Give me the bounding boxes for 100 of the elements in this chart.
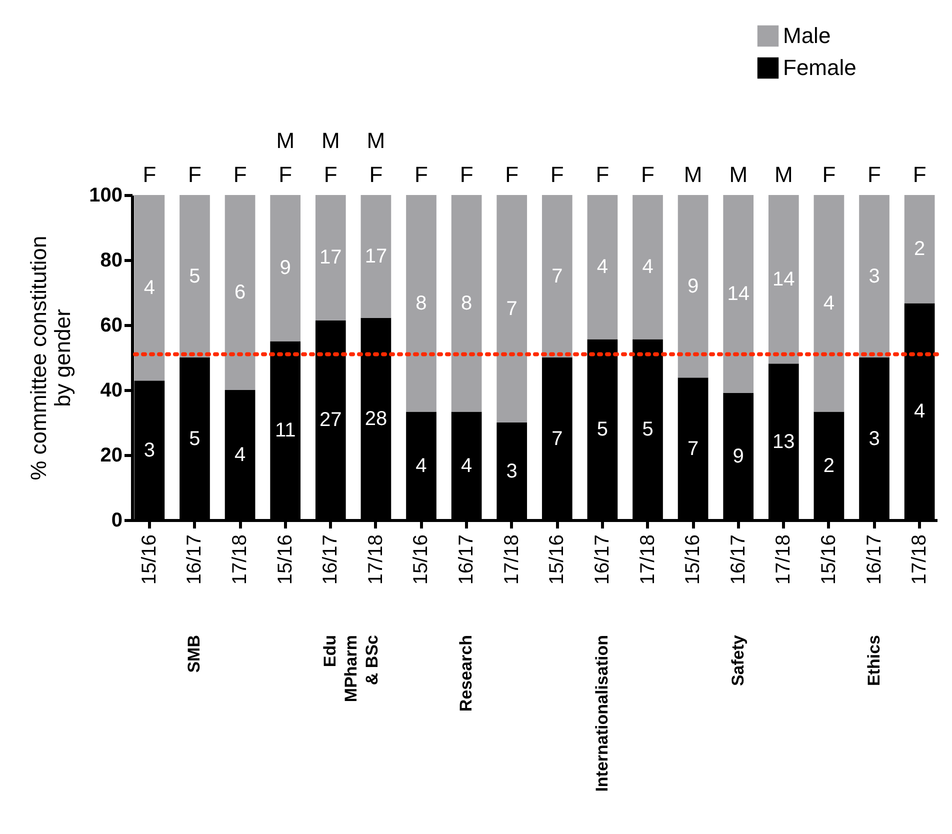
x-tick-label: 17/18 — [772, 534, 795, 585]
legend-label: Male — [783, 23, 831, 48]
bar — [542, 195, 572, 358]
annotation: 3 — [868, 428, 880, 450]
annotation: 4 — [596, 256, 608, 278]
bar — [632, 195, 663, 340]
bar — [451, 195, 482, 412]
text: F — [460, 162, 474, 187]
annotation: 3 — [506, 460, 518, 482]
bar — [270, 195, 301, 342]
text: F — [414, 162, 428, 187]
legend-label: Female — [783, 55, 856, 80]
x-tick-label: 15/16 — [274, 534, 296, 585]
annotation: 4 — [823, 292, 835, 314]
bar — [406, 195, 436, 412]
annotation: 3 — [144, 439, 156, 462]
x-tick-label: 15/16 — [410, 534, 432, 585]
annotation: 5 — [642, 418, 654, 441]
annotation: 28 — [364, 408, 388, 430]
annotation: 4 — [144, 276, 156, 299]
text: M — [684, 162, 702, 187]
text: F — [868, 162, 881, 187]
annotation: 4 — [234, 444, 246, 466]
text: F — [142, 162, 156, 187]
y-tick-label: 60 — [100, 314, 122, 336]
text: SMB — [184, 635, 204, 673]
text: Ethics — [864, 635, 884, 686]
bar — [496, 195, 528, 422]
annotation: 4 — [914, 400, 926, 423]
bar — [134, 195, 165, 381]
x-tick-label: 16/17 — [727, 534, 750, 585]
x-tick-label: 17/18 — [500, 534, 523, 585]
annotation: 27 — [320, 409, 342, 432]
annotation: 5 — [189, 265, 200, 288]
x-tick-label: 16/17 — [184, 534, 206, 585]
x-tick-label: 16/17 — [591, 534, 614, 585]
y-tick-label: 80 — [100, 250, 122, 272]
y-axis-title: % committee constitution by gender — [26, 236, 76, 480]
x-tick-label: 17/18 — [908, 534, 931, 585]
annotation: 14 — [727, 282, 750, 305]
x-tick-label: 15/16 — [546, 534, 568, 585]
text: Safety — [728, 634, 748, 686]
text: M — [774, 162, 793, 187]
annotation: 17 — [364, 245, 388, 268]
x-tick-label: 16/17 — [863, 534, 886, 585]
text: F — [505, 162, 519, 187]
text: F — [912, 162, 926, 187]
text: F — [550, 162, 564, 187]
annotation: 7 — [552, 265, 563, 288]
y-tick-label: 0 — [111, 510, 122, 532]
annotation: 13 — [772, 430, 795, 453]
text: Internationalisation — [592, 635, 612, 792]
annotation: 5 — [596, 418, 608, 441]
text: Edu MPharm & BSc — [320, 635, 382, 702]
annotation: 4 — [460, 454, 472, 477]
text: F — [596, 162, 610, 187]
y-tick-label: 40 — [100, 380, 122, 402]
bar — [360, 195, 392, 318]
annotation: 3 — [868, 265, 880, 288]
y-tick-label: 20 — [100, 444, 122, 466]
bar — [315, 195, 346, 320]
bar — [180, 195, 210, 358]
text: M — [321, 128, 340, 153]
x-tick-label: 17/18 — [364, 534, 387, 585]
bar — [224, 195, 256, 390]
text: M — [729, 162, 748, 187]
annotation: 7 — [687, 438, 699, 460]
text: F — [278, 162, 292, 187]
x-tick-label: 15/16 — [138, 534, 160, 585]
text: F — [369, 162, 383, 187]
y-tick-label: 100 — [89, 184, 122, 206]
x-tick-label: 16/17 — [320, 534, 342, 585]
x-tick-label: 15/16 — [818, 534, 840, 585]
annotation: 11 — [274, 420, 296, 442]
annotation: 2 — [823, 454, 835, 477]
annotation: 8 — [416, 292, 427, 314]
text: F — [233, 162, 247, 187]
text: F — [324, 162, 338, 187]
annotation: 14 — [772, 268, 795, 290]
x-tick-label: 17/18 — [229, 534, 252, 585]
annotation: 2 — [914, 238, 926, 260]
text: F — [822, 162, 836, 187]
annotation: 9 — [687, 275, 699, 298]
annotation: 5 — [189, 428, 200, 450]
annotation: 6 — [234, 282, 246, 304]
x-tick-label: 16/17 — [456, 534, 478, 585]
x-tick-label: 17/18 — [636, 534, 659, 585]
bar — [678, 195, 708, 378]
bar — [904, 195, 935, 304]
bar — [587, 195, 618, 340]
annotation: 9 — [280, 257, 291, 280]
annotation: 17 — [320, 246, 342, 269]
bar — [814, 195, 844, 412]
text: F — [641, 162, 654, 187]
bar — [859, 195, 890, 358]
text: F — [188, 162, 202, 187]
annotation: 9 — [732, 445, 744, 468]
bar — [768, 195, 799, 364]
text: Research — [456, 635, 476, 712]
annotation: 4 — [416, 454, 427, 477]
